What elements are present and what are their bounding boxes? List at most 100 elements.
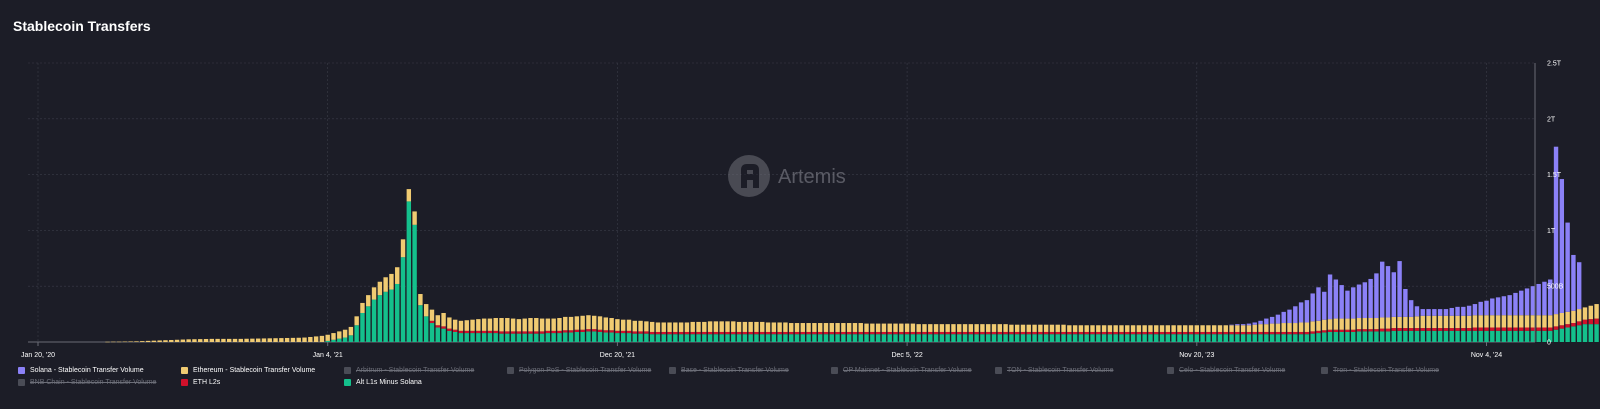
- bar-segment[interactable]: [655, 322, 661, 332]
- bar-segment[interactable]: [539, 318, 545, 332]
- bar-segment[interactable]: [1119, 331, 1124, 335]
- bar-segment[interactable]: [1501, 330, 1507, 342]
- bar-segment[interactable]: [870, 331, 875, 335]
- bar-segment[interactable]: [1217, 325, 1223, 332]
- bar-segment[interactable]: [1067, 334, 1072, 342]
- bar-segment[interactable]: [609, 330, 614, 333]
- bar-segment[interactable]: [1542, 330, 1547, 342]
- bar-segment[interactable]: [1038, 324, 1043, 332]
- bar-segment[interactable]: [1310, 331, 1315, 334]
- bar-segment[interactable]: [846, 334, 852, 342]
- bar-segment[interactable]: [887, 323, 892, 332]
- bar-segment[interactable]: [1478, 330, 1483, 342]
- bar-segment[interactable]: [493, 333, 498, 342]
- bar-segment[interactable]: [1559, 328, 1565, 342]
- bar-segment[interactable]: [1316, 320, 1321, 331]
- bar-segment[interactable]: [1240, 331, 1246, 335]
- bar-segment[interactable]: [1119, 334, 1124, 342]
- bar-segment[interactable]: [1275, 314, 1281, 324]
- bar-segment[interactable]: [760, 334, 765, 342]
- bar-segment[interactable]: [1275, 323, 1281, 332]
- bar-segment[interactable]: [122, 341, 128, 343]
- bar-segment[interactable]: [510, 318, 516, 332]
- bar-segment[interactable]: [1159, 331, 1165, 335]
- bar-segment[interactable]: [632, 320, 637, 332]
- bar-segment[interactable]: [1461, 330, 1466, 342]
- bar-segment[interactable]: [754, 334, 759, 342]
- bar-segment[interactable]: [748, 331, 753, 335]
- bar-segment[interactable]: [476, 330, 481, 334]
- bar-segment[interactable]: [1571, 323, 1576, 327]
- bar-segment[interactable]: [383, 277, 388, 292]
- bar-segment[interactable]: [528, 333, 533, 342]
- bar-segment[interactable]: [1298, 322, 1304, 332]
- bar-segment[interactable]: [1536, 330, 1541, 342]
- bar-segment[interactable]: [742, 321, 748, 332]
- bar-segment[interactable]: [510, 333, 516, 342]
- bar-segment[interactable]: [1009, 324, 1014, 332]
- legend-item[interactable]: BNB Chain - Stablecoin Transfer Volume: [18, 379, 156, 386]
- bar-segment[interactable]: [1351, 329, 1356, 332]
- bar-segment[interactable]: [1466, 330, 1472, 342]
- bar-segment[interactable]: [551, 330, 556, 334]
- bar-segment[interactable]: [1443, 315, 1449, 329]
- bar-segment[interactable]: [232, 338, 238, 342]
- bar-segment[interactable]: [626, 319, 632, 331]
- bar-segment[interactable]: [1055, 331, 1060, 335]
- bar-segment[interactable]: [835, 334, 840, 342]
- bar-segment[interactable]: [881, 323, 887, 332]
- bar-segment[interactable]: [1200, 334, 1205, 342]
- bar-segment[interactable]: [1426, 315, 1431, 329]
- bar-segment[interactable]: [134, 341, 139, 342]
- bar-segment[interactable]: [395, 283, 400, 342]
- bar-segment[interactable]: [1594, 304, 1599, 319]
- bar-segment[interactable]: [1466, 315, 1472, 329]
- bar-segment[interactable]: [806, 331, 811, 335]
- bar-segment[interactable]: [1281, 323, 1286, 332]
- bar-segment[interactable]: [505, 318, 510, 332]
- bar-segment[interactable]: [1536, 327, 1541, 331]
- bar-segment[interactable]: [939, 334, 945, 342]
- bar-segment[interactable]: [1368, 329, 1373, 332]
- legend-item[interactable]: Ethereum - Stablecoin Transfer Volume: [181, 367, 315, 374]
- bar-segment[interactable]: [1542, 315, 1547, 328]
- bar-segment[interactable]: [325, 334, 330, 341]
- bar-segment[interactable]: [412, 211, 417, 225]
- bar-segment[interactable]: [128, 341, 133, 342]
- bar-segment[interactable]: [1437, 315, 1443, 329]
- bar-segment[interactable]: [198, 339, 203, 342]
- bar-segment[interactable]: [626, 333, 632, 342]
- bar-segment[interactable]: [1188, 331, 1194, 335]
- bar-segment[interactable]: [308, 336, 313, 342]
- bar-segment[interactable]: [696, 334, 701, 342]
- bar-segment[interactable]: [1072, 325, 1078, 332]
- bar-segment[interactable]: [690, 331, 695, 335]
- bar-segment[interactable]: [991, 334, 997, 342]
- bar-segment[interactable]: [1484, 330, 1489, 342]
- bar-segment[interactable]: [1043, 324, 1049, 332]
- bar-segment[interactable]: [1125, 331, 1130, 335]
- bar-segment[interactable]: [789, 331, 794, 335]
- bar-segment[interactable]: [499, 333, 504, 342]
- bar-segment[interactable]: [1014, 334, 1020, 342]
- bar-segment[interactable]: [1020, 334, 1026, 342]
- bar-segment[interactable]: [649, 331, 655, 335]
- bar-segment[interactable]: [1582, 319, 1588, 325]
- bar-segment[interactable]: [1171, 334, 1176, 342]
- bar-segment[interactable]: [1443, 328, 1449, 331]
- bar-segment[interactable]: [1038, 334, 1043, 342]
- bar-segment[interactable]: [1403, 316, 1408, 329]
- bar-segment[interactable]: [858, 331, 863, 335]
- bar-segment[interactable]: [1240, 325, 1246, 332]
- bar-segment[interactable]: [1345, 329, 1350, 332]
- bar-segment[interactable]: [1159, 325, 1165, 332]
- bar-segment[interactable]: [597, 329, 603, 332]
- bar-segment[interactable]: [1403, 288, 1408, 317]
- bar-segment[interactable]: [1466, 328, 1472, 331]
- bar-segment[interactable]: [841, 331, 846, 335]
- bar-segment[interactable]: [493, 330, 498, 334]
- bar-segment[interactable]: [331, 333, 336, 340]
- bar-segment[interactable]: [1501, 315, 1507, 328]
- bar-segment[interactable]: [783, 331, 788, 335]
- bar-segment[interactable]: [1588, 319, 1593, 325]
